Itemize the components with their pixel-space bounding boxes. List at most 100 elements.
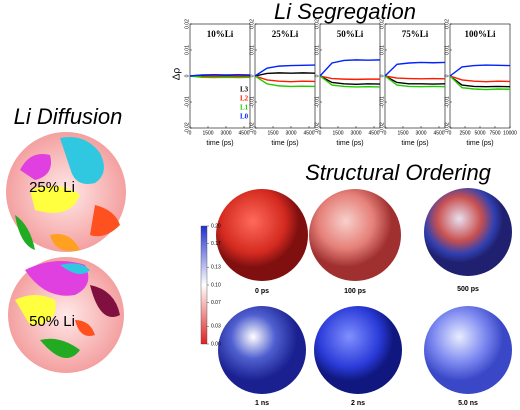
x-label: time (ps) <box>401 140 428 147</box>
y-tick-label: -0.02 <box>444 122 450 134</box>
y-tick-label: -0.02 <box>379 122 385 134</box>
x-tick-label: 0 <box>189 130 192 136</box>
series-line <box>189 73 251 77</box>
diffusion-title: Li Diffusion <box>14 104 123 129</box>
y-tick-label: 0 <box>249 74 255 77</box>
series-line <box>319 59 381 77</box>
x-tick-label: 3000 <box>285 130 296 136</box>
plot-frame <box>384 23 446 129</box>
y-tick-label: -0.02 <box>184 122 190 134</box>
x-tick-label: 0 <box>449 130 452 136</box>
x-tick-label: 10000 <box>503 130 517 136</box>
segregation-title: Li Segregation <box>274 0 416 24</box>
y-tick-label: -0.01 <box>249 96 255 108</box>
x-label: time (ps) <box>336 140 363 147</box>
x-tick-label: 0 <box>254 130 257 136</box>
series-line <box>449 75 511 91</box>
panel-title: 100%Li <box>464 29 496 39</box>
y-tick-label: 0.01 <box>249 45 255 55</box>
x-tick-label: 4500 <box>433 130 444 136</box>
series-line <box>449 64 511 77</box>
colorbar-label: 0.13 <box>211 265 221 271</box>
series-line <box>319 75 381 86</box>
legend-label: L3 <box>240 86 249 94</box>
y-tick-label: 0.01 <box>379 45 385 55</box>
y-tick-label: 0 <box>314 74 320 77</box>
x-tick-label: 2500 <box>459 130 470 136</box>
series-line <box>319 75 380 81</box>
legend-label: L0 <box>240 113 249 121</box>
ordering-spheres <box>216 188 512 394</box>
x-tick-label: 0 <box>319 130 322 136</box>
snapshot-label: 5.0 ns <box>458 400 478 407</box>
panel-title: 75%Li <box>402 29 429 39</box>
series-line <box>254 64 316 77</box>
x-tick-label: 3000 <box>350 130 361 136</box>
colorbar-label: 0.03 <box>211 324 221 330</box>
diffusion-label: 25% Li <box>29 179 75 196</box>
x-tick-label: 4500 <box>303 130 314 136</box>
panel-title: 25%Li <box>272 29 299 39</box>
y-tick-label: 0 <box>444 74 450 77</box>
colorbar-label: 0.00 <box>211 341 221 347</box>
diffusion-label: 50% Li <box>29 313 75 330</box>
y-tick-label: 0 <box>184 74 190 77</box>
y-tick-label: 0.02 <box>314 19 320 29</box>
panel-title: 50%Li <box>337 29 364 39</box>
plot-frame <box>254 23 316 129</box>
plot-frame <box>449 23 511 129</box>
y-tick-label: -0.02 <box>249 122 255 134</box>
snapshot-label: 500 ps <box>457 286 479 293</box>
y-tick-label: -0.01 <box>444 96 450 108</box>
x-tick-label: 7500 <box>489 130 500 136</box>
panel-title: 10%Li <box>207 29 234 39</box>
legend-label: L2 <box>240 95 249 103</box>
diffusion-spheres <box>6 132 126 373</box>
x-tick-label: 1500 <box>397 130 408 136</box>
y-label: Δρ <box>172 68 183 81</box>
series-line <box>384 61 446 77</box>
series-line <box>254 75 316 88</box>
series-line <box>189 75 251 79</box>
snapshot-label: 0 ps <box>255 288 269 295</box>
snapshot-label: 2 ns <box>351 400 365 407</box>
series-line <box>254 72 316 77</box>
x-tick-label: 3000 <box>415 130 426 136</box>
x-tick-label: 5000 <box>474 130 485 136</box>
series-line <box>384 75 446 80</box>
colorbar-label: 0.10 <box>211 282 221 288</box>
colorbar <box>200 225 208 345</box>
colorbar-label: 0.17 <box>211 241 221 247</box>
y-tick-label: 0.01 <box>184 45 190 55</box>
snapshot-label: 100 ps <box>344 288 366 295</box>
plot-frame <box>319 23 381 129</box>
x-tick-label: 4500 <box>238 130 249 136</box>
ordering-title: Structural Ordering <box>305 160 492 185</box>
x-label: time (ps) <box>271 140 298 147</box>
series-line <box>254 75 316 83</box>
series-line <box>384 75 446 85</box>
y-tick-label: 0 <box>379 74 385 77</box>
x-label: time (ps) <box>206 140 233 147</box>
series-line <box>384 75 446 88</box>
x-tick-label: 1500 <box>202 130 213 136</box>
series-line <box>449 75 511 88</box>
x-tick-label: 4500 <box>368 130 379 136</box>
x-tick-label: 1500 <box>332 130 343 136</box>
y-tick-label: 0.02 <box>444 19 450 29</box>
y-tick-label: 0.01 <box>444 45 450 55</box>
x-tick-label: 3000 <box>220 130 231 136</box>
legend-label: L1 <box>240 104 249 112</box>
snapshot-label: 1 ns <box>255 400 269 407</box>
series-line <box>449 75 511 83</box>
x-tick-label: 1500 <box>267 130 278 136</box>
y-tick-label: 0.01 <box>314 45 320 55</box>
y-tick-label: -0.01 <box>184 96 190 108</box>
y-tick-label: 0.02 <box>249 19 255 29</box>
y-tick-label: 0.02 <box>379 19 385 29</box>
series-line <box>319 75 381 88</box>
y-tick-label: -0.01 <box>314 96 320 108</box>
y-tick-label: -0.01 <box>379 96 385 108</box>
y-tick-label: 0.02 <box>184 19 190 29</box>
